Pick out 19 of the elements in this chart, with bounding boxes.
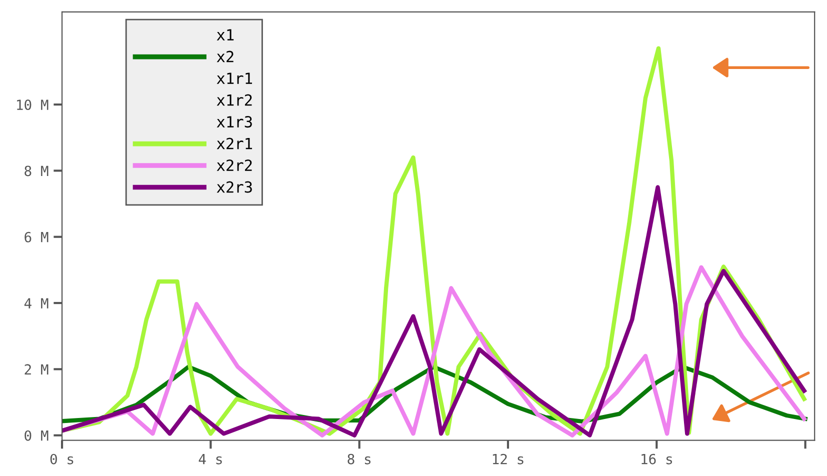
text: x1 [216,29,234,40]
x-tick-label: 8 s [348,454,371,464]
legend-label: x2 [216,50,234,62]
y-tick-label: 8 M [24,166,48,176]
y-tick-label: 0 M [24,430,48,441]
x-tick-label: 0 s [50,454,74,464]
text: x1r3 [216,116,252,128]
y-tick-label: 6 M [24,232,48,242]
x-tick-label: 16 s [642,454,672,464]
x-tick-label: 4 s [198,454,222,464]
x-tick-label: 12 s [492,454,524,464]
legend-label: x2r1 [216,138,252,150]
legend-label: x2r3 [216,181,252,193]
legend-label: x2r2 [216,160,252,171]
y-tick-label: 10 M [17,100,48,110]
y-tick-label: 4 M [24,298,48,308]
text: x1r2 [216,94,252,106]
text: x1r1 [216,72,252,84]
y-tick-label: 2 M [24,364,48,374]
